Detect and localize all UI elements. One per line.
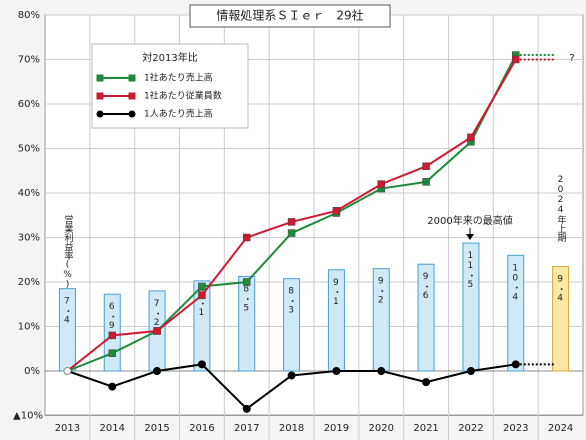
series-marker bbox=[422, 378, 431, 387]
legend-marker bbox=[96, 92, 104, 100]
outlook-mark: ? bbox=[569, 53, 574, 64]
bar-value-label: 9・4 bbox=[555, 274, 565, 303]
legend-label: 1人あたり売上高 bbox=[144, 108, 213, 120]
bar bbox=[417, 263, 435, 372]
y-tick-label: 70% bbox=[18, 55, 40, 66]
series-marker bbox=[63, 367, 72, 375]
legend-marker bbox=[128, 92, 136, 100]
bar-value-label: 7・4 bbox=[62, 297, 72, 326]
series-marker bbox=[287, 218, 296, 226]
series-marker bbox=[466, 367, 475, 375]
bar-value-label: 11・5 bbox=[465, 251, 475, 290]
bar bbox=[193, 280, 211, 372]
y-tick-label: 20% bbox=[18, 277, 40, 288]
bar bbox=[552, 265, 570, 372]
y-tick-label: 60% bbox=[18, 99, 40, 110]
bar-value-label: 7・2 bbox=[152, 299, 162, 328]
bar-value-label: 9・2 bbox=[376, 277, 386, 306]
series-marker bbox=[242, 404, 251, 413]
bar-value-label: 9・1 bbox=[331, 278, 341, 307]
bar-value-label: 8・1 bbox=[196, 289, 206, 318]
series-marker bbox=[198, 282, 206, 291]
legend-label: 1社あたり従業員数 bbox=[144, 90, 222, 102]
series-marker bbox=[512, 55, 520, 64]
x-tick-label: 2016 bbox=[189, 423, 214, 434]
series-marker bbox=[377, 180, 385, 188]
legend-marker bbox=[128, 74, 136, 82]
legend-marker bbox=[96, 110, 104, 118]
bar bbox=[507, 254, 525, 372]
y-tick-label: 80% bbox=[18, 10, 40, 21]
bar-value-label: 8・3 bbox=[286, 287, 296, 316]
legend-marker bbox=[128, 110, 136, 118]
x-tick-label: 2014 bbox=[100, 423, 125, 434]
series-marker bbox=[511, 360, 520, 369]
x-tick-label: 2013 bbox=[55, 423, 80, 434]
x-tick-label: 2015 bbox=[144, 423, 169, 434]
series-marker bbox=[108, 331, 116, 340]
x-tick-label: 2023 bbox=[503, 423, 528, 434]
peak-arrowhead bbox=[466, 234, 474, 240]
series-marker bbox=[332, 367, 341, 375]
series-marker bbox=[108, 349, 116, 357]
series-marker bbox=[467, 133, 475, 142]
x-tick-label: 2020 bbox=[369, 423, 394, 434]
series-marker bbox=[422, 162, 430, 171]
bar-value-label: 6・9 bbox=[107, 302, 117, 331]
series-marker bbox=[153, 367, 162, 375]
bar-value-label: 9・6 bbox=[421, 272, 431, 301]
peak-note: 2000年来の最高値 bbox=[427, 214, 512, 227]
series-marker bbox=[377, 367, 386, 375]
legend-marker bbox=[96, 74, 104, 82]
y-tick-label: 40% bbox=[18, 188, 40, 199]
chart-title: 情報処理系ＳＩｅｒ 29社 bbox=[216, 8, 363, 23]
series-marker bbox=[198, 291, 206, 300]
bar-value-label: 8・5 bbox=[241, 284, 251, 313]
y-tick-label: 30% bbox=[18, 233, 40, 244]
period-label: 2024年上期 bbox=[556, 175, 567, 243]
bar-axis-label: 営業利益率(%) bbox=[63, 214, 74, 290]
series-marker bbox=[287, 371, 296, 380]
series-marker bbox=[153, 327, 161, 335]
title-box bbox=[189, 4, 391, 28]
x-tick-label: 2024 bbox=[548, 423, 573, 434]
grid bbox=[45, 14, 583, 440]
bar bbox=[238, 275, 256, 372]
x-tick-label: 2017 bbox=[234, 423, 259, 434]
series-marker bbox=[243, 278, 251, 286]
line-layer bbox=[63, 51, 555, 413]
series-marker bbox=[332, 207, 341, 215]
y-tick-label: 50% bbox=[18, 144, 40, 155]
bar-value-label: 10・4 bbox=[510, 263, 520, 302]
legend: 対2013年比 1社あたり売上高 1社あたり従業員数 1人あたり売上高 bbox=[91, 43, 249, 129]
legend-title: 対2013年比 bbox=[142, 51, 197, 64]
x-tick-label: 2021 bbox=[413, 423, 438, 434]
x-tick-label: 2022 bbox=[458, 423, 483, 434]
x-tick-label: 2019 bbox=[324, 423, 349, 434]
x-tick-label: 2018 bbox=[279, 423, 304, 434]
y-tick-label: ▲10% bbox=[13, 411, 43, 422]
legend-label: 1社あたり売上高 bbox=[144, 72, 213, 84]
y-tick-label: 10% bbox=[18, 322, 40, 333]
series-marker bbox=[422, 178, 430, 186]
bar bbox=[283, 278, 301, 372]
series-marker bbox=[108, 382, 117, 391]
series-marker bbox=[287, 229, 296, 237]
series-marker bbox=[243, 233, 251, 242]
y-tick-label: 0% bbox=[24, 366, 40, 377]
series-marker bbox=[197, 360, 206, 369]
